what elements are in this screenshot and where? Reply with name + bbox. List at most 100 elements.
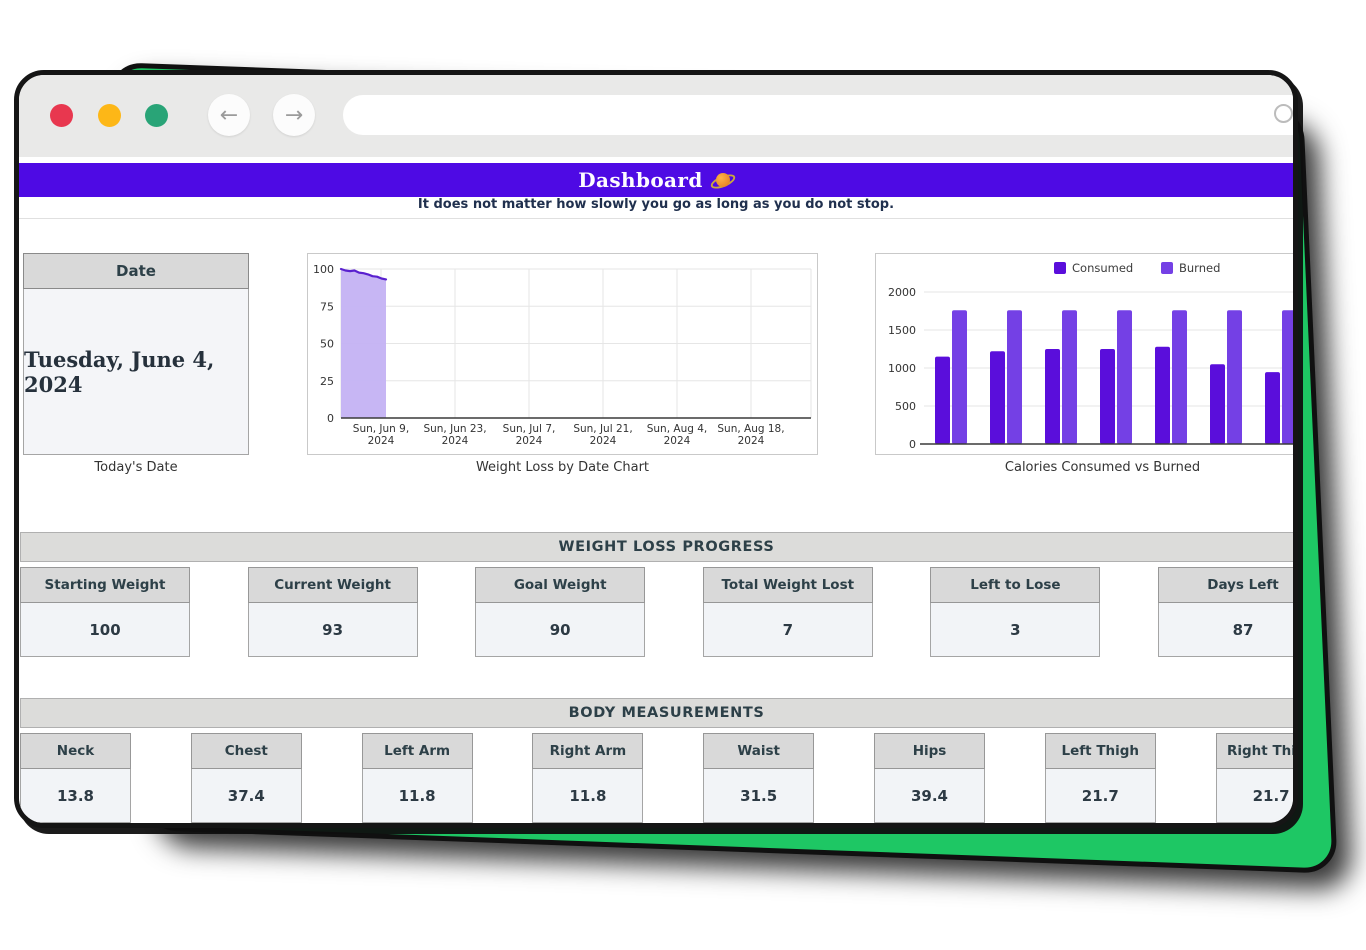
progress-label-current-weight: Current Weight bbox=[247, 567, 418, 603]
measure-value-waist: 31.5 bbox=[703, 769, 815, 823]
measure-card-neck: Neck 13.8 bbox=[20, 733, 131, 823]
svg-text:2000: 2000 bbox=[888, 286, 916, 299]
progress-value-days-left: 87 bbox=[1158, 603, 1293, 657]
measure-value-right-thigh: 21.7 bbox=[1215, 769, 1293, 823]
bar-burned-6 bbox=[1282, 310, 1293, 444]
svg-text:0: 0 bbox=[909, 438, 916, 451]
forward-button[interactable]: → bbox=[273, 94, 315, 136]
progress-card-goal-weight: Goal Weight 90 bbox=[475, 567, 646, 657]
bar-consumed-0 bbox=[935, 356, 950, 444]
measure-value-neck: 13.8 bbox=[20, 769, 131, 823]
bar-consumed-3 bbox=[1100, 349, 1115, 444]
svg-text:500: 500 bbox=[895, 400, 916, 413]
bar-consumed-5 bbox=[1210, 364, 1225, 444]
measure-card-right-arm: Right Arm 11.8 bbox=[532, 733, 644, 823]
svg-text:0: 0 bbox=[327, 412, 334, 425]
svg-text:2024: 2024 bbox=[590, 435, 617, 447]
bar-burned-0 bbox=[952, 310, 967, 444]
header-divider bbox=[19, 218, 1293, 219]
measure-label-right-thigh: Right Thigh bbox=[1215, 733, 1293, 769]
svg-text:1500: 1500 bbox=[888, 324, 916, 337]
progress-card-left-to-lose: Left to Lose 3 bbox=[930, 567, 1101, 657]
svg-text:2024: 2024 bbox=[664, 435, 691, 447]
svg-text:Sun, Jul 21,: Sun, Jul 21, bbox=[573, 423, 632, 435]
svg-text:Sun, Jul 7,: Sun, Jul 7, bbox=[503, 423, 556, 435]
expand-window-button[interactable] bbox=[145, 104, 168, 127]
measure-label-waist: Waist bbox=[703, 733, 815, 769]
measure-label-neck: Neck bbox=[20, 733, 131, 769]
weight-area-fill bbox=[341, 269, 386, 418]
date-card-header: Date bbox=[23, 253, 249, 289]
bar-burned-1 bbox=[1007, 310, 1022, 444]
weight-chart-caption: Weight Loss by Date Chart bbox=[475, 460, 650, 475]
svg-text:50: 50 bbox=[320, 338, 334, 351]
measure-label-chest: Chest bbox=[190, 733, 302, 769]
motivational-quote: It does not matter how slowly you go as … bbox=[417, 197, 895, 212]
svg-text:100: 100 bbox=[313, 263, 334, 276]
measure-card-waist: Waist 31.5 bbox=[703, 733, 815, 823]
measurements-section-header: BODY MEASUREMENTS bbox=[20, 698, 1293, 728]
search-icon bbox=[1274, 104, 1293, 123]
legend-swatch-burned bbox=[1161, 262, 1173, 274]
ringed-planet-icon bbox=[708, 170, 737, 192]
back-button[interactable]: ← bbox=[208, 94, 250, 136]
measure-card-chest: Chest 37.4 bbox=[190, 733, 302, 823]
weight-line bbox=[339, 267, 388, 281]
measure-label-left-arm: Left Arm bbox=[361, 733, 473, 769]
svg-text:Sun, Aug 18,: Sun, Aug 18, bbox=[717, 423, 784, 435]
measure-card-left-arm: Left Arm 11.8 bbox=[361, 733, 473, 823]
close-window-button[interactable] bbox=[50, 104, 73, 127]
calories-chart-caption: Calories Consumed vs Burned bbox=[1004, 460, 1201, 475]
progress-value-starting-weight: 100 bbox=[20, 603, 190, 657]
progress-label-starting-weight: Starting Weight bbox=[20, 567, 190, 603]
minimize-window-button[interactable] bbox=[98, 104, 121, 127]
progress-label-left-to-lose: Left to Lose bbox=[930, 567, 1101, 603]
svg-text:2024: 2024 bbox=[442, 435, 469, 447]
svg-text:2024: 2024 bbox=[516, 435, 543, 447]
legend-label-burned: Burned bbox=[1179, 261, 1220, 275]
url-bar[interactable] bbox=[343, 95, 1293, 135]
forward-arrow-icon: → bbox=[284, 102, 304, 128]
weight-loss-chart-panel: 0 25 50 75 100 Sun, Jun 9, 2024 Sun, Jun 23, 202… bbox=[307, 253, 818, 455]
bar-consumed-2 bbox=[1045, 349, 1060, 444]
progress-card-current-weight: Current Weight 93 bbox=[247, 567, 418, 657]
measure-card-left-thigh: Left Thigh 21.7 bbox=[1044, 733, 1156, 823]
svg-text:1000: 1000 bbox=[888, 362, 916, 375]
bar-burned-4 bbox=[1172, 310, 1187, 444]
progress-value-left-to-lose: 3 bbox=[930, 603, 1101, 657]
current-date-value: Tuesday, June 4, 2024 bbox=[23, 289, 249, 455]
measure-label-right-arm: Right Arm bbox=[532, 733, 644, 769]
progress-label-days-left: Days Left bbox=[1158, 567, 1293, 603]
bar-consumed-1 bbox=[990, 351, 1005, 444]
calories-chart-panel: 0 500 1000 1500 2000 Consumed Burned bbox=[875, 253, 1293, 455]
progress-value-total-weight-lost: 7 bbox=[702, 603, 873, 657]
measure-value-hips: 39.4 bbox=[874, 769, 985, 823]
measure-label-left-thigh: Left Thigh bbox=[1044, 733, 1156, 769]
browser-window: ← → Dashboard It does not matter how slo… bbox=[14, 70, 1298, 828]
svg-text:Sun, Jun 9,: Sun, Jun 9, bbox=[353, 423, 409, 435]
page-title: Dashboard bbox=[578, 168, 703, 192]
measure-value-left-thigh: 21.7 bbox=[1044, 769, 1156, 823]
progress-value-current-weight: 93 bbox=[247, 603, 418, 657]
svg-text:Sun, Jun 23,: Sun, Jun 23, bbox=[423, 423, 486, 435]
bar-consumed-6 bbox=[1265, 372, 1280, 444]
progress-label-total-weight-lost: Total Weight Lost bbox=[702, 567, 873, 603]
svg-text:Sun, Aug 4,: Sun, Aug 4, bbox=[647, 423, 708, 435]
legend-swatch-consumed bbox=[1054, 262, 1066, 274]
bar-consumed-4 bbox=[1155, 346, 1170, 444]
progress-value-goal-weight: 90 bbox=[475, 603, 646, 657]
measure-label-hips: Hips bbox=[874, 733, 985, 769]
progress-card-days-left: Days Left 87 bbox=[1158, 567, 1293, 657]
dashboard-header-bar: Dashboard bbox=[19, 163, 1293, 197]
date-card: Date Tuesday, June 4, 2024 bbox=[23, 253, 249, 455]
svg-text:2024: 2024 bbox=[368, 435, 395, 447]
measure-value-chest: 37.4 bbox=[190, 769, 302, 823]
svg-text:75: 75 bbox=[320, 300, 334, 313]
bar-burned-3 bbox=[1117, 310, 1132, 444]
calories-bar-chart: 0 500 1000 1500 2000 Consumed Burned bbox=[888, 261, 1293, 451]
svg-text:25: 25 bbox=[320, 375, 334, 388]
progress-label-goal-weight: Goal Weight bbox=[475, 567, 646, 603]
